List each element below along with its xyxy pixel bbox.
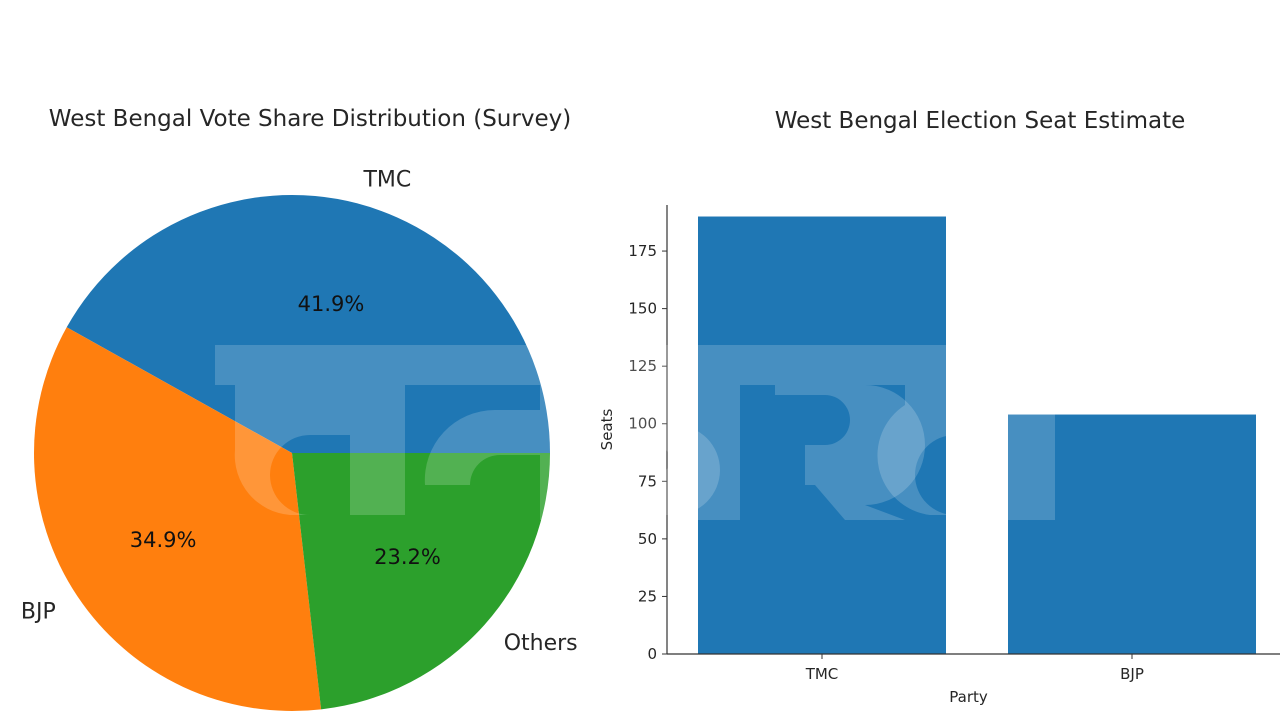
pie-slice-others [292,453,550,710]
y-tick-label: 25 [638,587,657,605]
bar-bjp [1008,414,1256,654]
pie-category-label-tmc: TMC [362,167,411,192]
y-tick-label: 125 [628,357,657,375]
x-tick-label-bjp: BJP [1120,665,1144,683]
pie-slice-bjp [33,327,322,712]
bar-chart-title: West Bengal Election Seat Estimate [774,108,1186,134]
pie-chart: 41.9% TMC 34.9% BJP 23.2% Others [21,167,578,712]
pie-pct-label-tmc: 41.9% [298,292,365,316]
x-tick-label-tmc: TMC [805,665,839,683]
pie-pct-label-others: 23.2% [374,545,441,569]
y-tick-label: 100 [628,415,657,433]
bar-chart: TMC BJP 0 25 50 75 100 125 150 175 Party Seats [598,205,1280,706]
y-tick-label: 175 [628,242,657,260]
pie-category-label-bjp: BJP [21,599,56,624]
pie-pct-label-bjp: 34.9% [130,528,197,552]
y-axis-label: Seats [598,408,616,450]
pie-chart-title: West Bengal Vote Share Distribution (Sur… [48,106,572,132]
bar-tmc [698,216,946,654]
pie-category-label-others: Others [504,631,578,656]
x-axis-label: Party [949,688,988,706]
pie-slice-tmc [66,194,550,454]
y-tick-label: 75 [638,472,657,490]
y-tick-label: 150 [628,300,657,318]
y-tick-label: 0 [647,645,657,663]
y-tick-label: 50 [638,530,657,548]
